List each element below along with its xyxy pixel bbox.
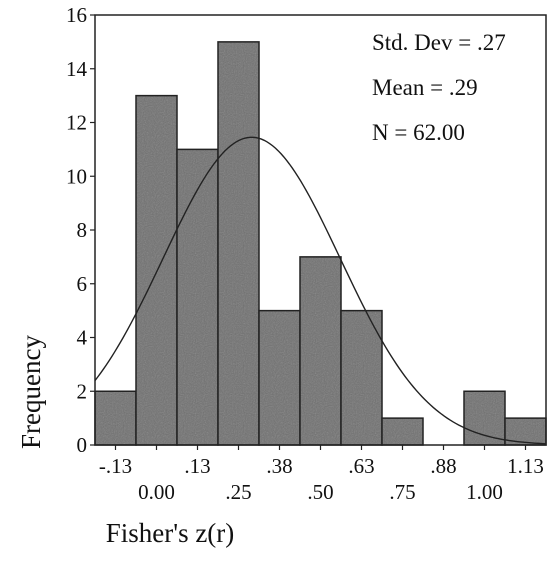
- x-tick-label: .25: [225, 480, 251, 504]
- x-tick-label: .50: [307, 480, 333, 504]
- histogram-bar: [94, 390, 137, 446]
- x-tick-label: 1.00: [466, 480, 503, 504]
- y-tick-label: 0: [77, 433, 88, 457]
- y-tick-label: 12: [66, 111, 87, 135]
- histogram-bar: [217, 41, 260, 446]
- y-tick-label: 14: [66, 57, 88, 81]
- x-axis-ticks: -.13 .13 .38 .63 .88 1.13 0.00 .25 .50 .75 1.00: [99, 445, 544, 504]
- y-axis-title: Frequency: [16, 335, 46, 449]
- y-tick-label: 4: [77, 326, 88, 350]
- stat-n: N = 62.00: [372, 120, 465, 145]
- y-tick-label: 2: [77, 379, 88, 403]
- histogram-bar: [463, 390, 506, 446]
- x-tick-label: .38: [266, 454, 292, 478]
- y-tick-label: 10: [66, 164, 87, 188]
- y-tick-label: 8: [77, 218, 88, 242]
- normal-curve: [94, 136, 547, 445]
- x-tick-label: .75: [389, 480, 415, 504]
- stat-std-dev: Std. Dev = .27: [372, 30, 506, 55]
- x-tick-label: .63: [348, 454, 374, 478]
- x-tick-label: .88: [430, 454, 456, 478]
- histogram-bar: [340, 309, 383, 446]
- x-tick-label: .13: [184, 454, 210, 478]
- stat-mean: Mean = .29: [372, 75, 478, 100]
- y-tick-label: 16: [66, 3, 87, 27]
- y-tick-label: 6: [77, 272, 88, 296]
- histogram-bars: [94, 41, 547, 446]
- y-axis-ticks: 0 2 4 6 8 10 12 14 16: [66, 3, 95, 457]
- histogram-bar: [258, 309, 301, 446]
- x-tick-label: 1.13: [507, 454, 544, 478]
- histogram-bar: [176, 148, 219, 446]
- histogram-bar: [135, 94, 178, 446]
- x-tick-label: 0.00: [138, 480, 175, 504]
- x-tick-label: -.13: [99, 454, 132, 478]
- histogram-bar: [299, 256, 342, 446]
- histogram-bar: [381, 417, 424, 446]
- x-axis-title: Fisher's z(r): [106, 518, 235, 548]
